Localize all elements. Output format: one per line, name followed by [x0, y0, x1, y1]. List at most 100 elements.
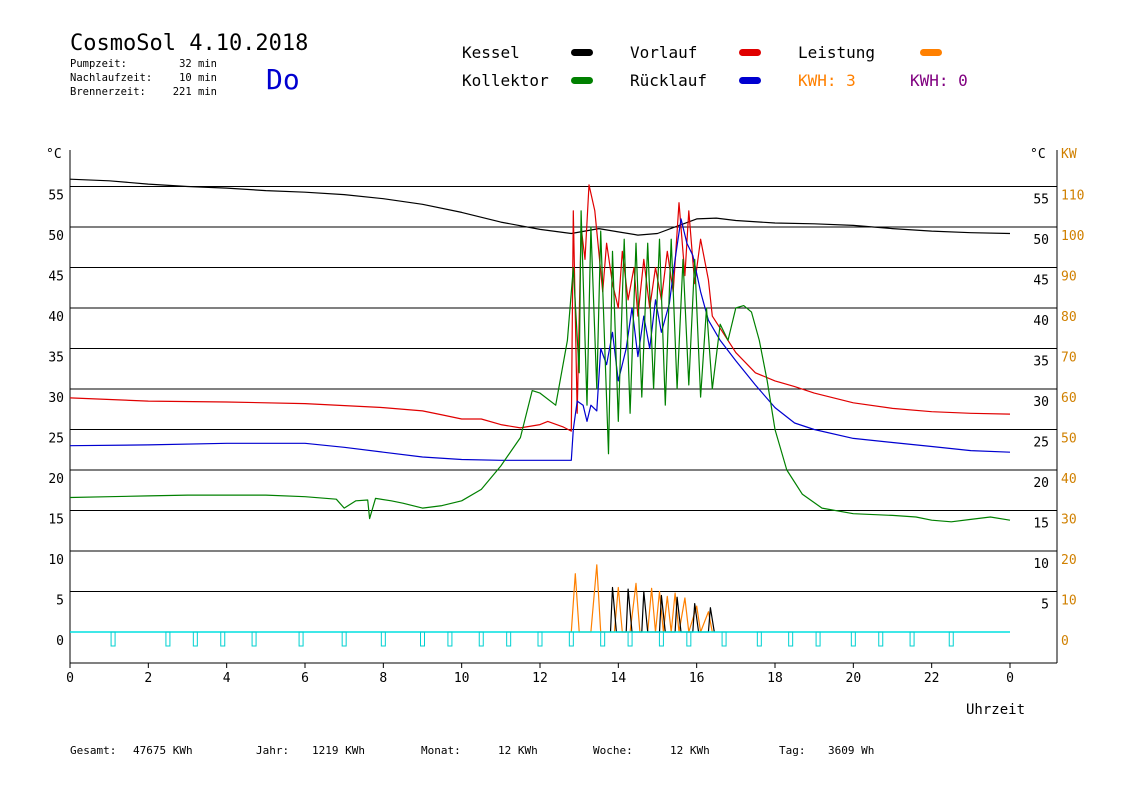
axis-unit-left: °C	[46, 147, 62, 162]
x-tick-label: 10	[454, 671, 470, 686]
x-tick-label: 0	[66, 671, 74, 686]
y-tick-label-right-temp: 55	[1033, 193, 1049, 208]
series-line-rcklauf	[69, 218, 1011, 461]
y-tick-label-right-temp: 30	[1033, 395, 1049, 410]
pump-marker	[788, 631, 794, 647]
total-tag-value: 3609 Wh	[828, 744, 874, 757]
legend-kwh-purple: KWH: 0	[910, 71, 968, 90]
series-line-vorlauf	[69, 184, 1011, 432]
pump-marker	[568, 631, 574, 647]
pump-marker	[420, 631, 425, 647]
series-line-kessel	[69, 178, 1011, 236]
total-monat-label: Monat:	[421, 744, 461, 757]
y-tick-label-left: 35	[48, 351, 64, 366]
pump-marker	[878, 631, 884, 647]
y-tick-label-right-temp: 15	[1033, 517, 1049, 532]
pump-marker	[686, 631, 692, 647]
stat-value-nachlaufzeit: 10 min	[179, 72, 217, 84]
total-monat-value: 12 KWh	[498, 744, 538, 757]
legend-label-leistung: Leistung	[798, 43, 875, 62]
legend-label-kessel: Kessel	[462, 43, 520, 62]
series-line-kollektor	[69, 210, 1011, 523]
total-tag-label: Tag:	[779, 744, 806, 757]
y-tick-label-right-temp: 5	[1041, 598, 1049, 613]
legend-swatch-ruecklauf	[739, 77, 761, 84]
y-tick-label-right-temp: 20	[1033, 476, 1049, 491]
y-tick-label-right-power: 50	[1061, 432, 1077, 447]
x-tick-label: 16	[689, 671, 705, 686]
pump-marker	[220, 631, 226, 647]
y-tick-label-left: 5	[56, 594, 64, 609]
y-tick-label-left: 55	[48, 189, 64, 204]
y-tick-label-right-power: 10	[1061, 594, 1077, 609]
legend-swatch-leistung	[920, 49, 942, 56]
y-tick-label-left: 15	[48, 513, 64, 528]
pump-marker	[506, 631, 512, 647]
x-tick-label: 14	[611, 671, 627, 686]
pump-marker	[192, 631, 198, 647]
legend-label-ruecklauf: Rücklauf	[630, 71, 707, 90]
y-tick-label-right-power: 100	[1061, 229, 1084, 244]
y-tick-label-right-power: 70	[1061, 351, 1077, 366]
legend-swatch-vorlauf	[739, 49, 761, 56]
series-lines	[69, 178, 1011, 633]
total-jahr-value: 1219 KWh	[312, 744, 365, 757]
pump-marker	[948, 631, 954, 647]
stat-value-brennerzeit: 221 min	[173, 86, 217, 98]
pump-marker	[909, 631, 915, 647]
legend-kwh-orange: KWH: 3	[798, 71, 856, 90]
weekday-label: Do	[266, 63, 300, 96]
y-tick-label-left: 25	[48, 432, 64, 447]
y-tick-label-left: 40	[48, 310, 64, 325]
pump-marker	[298, 631, 304, 647]
pump-marker	[537, 631, 543, 647]
legend: Kessel Vorlauf Leistung Kollektor Rückla…	[462, 43, 968, 90]
pump-marker	[627, 631, 633, 647]
y-tick-label-right-temp: 10	[1033, 557, 1049, 572]
pump-marker	[341, 631, 347, 647]
y-tick-label-left: 30	[48, 391, 64, 406]
legend-label-kollektor: Kollektor	[462, 71, 549, 90]
y-tick-label-left: 45	[48, 270, 64, 285]
pump-marker	[721, 631, 727, 647]
pump-marker	[850, 631, 856, 647]
x-tick-label: 20	[846, 671, 862, 686]
y-tick-label-right-temp: 25	[1033, 436, 1049, 451]
stat-label-nachlaufzeit: Nachlaufzeit:	[70, 72, 152, 84]
pump-marker	[380, 631, 386, 647]
y-tick-label-left: 50	[48, 229, 64, 244]
x-tick-label: 0	[1006, 671, 1014, 686]
pump-marker	[658, 631, 664, 647]
y-tick-label-right-power: 20	[1061, 553, 1077, 568]
x-tick-label: 18	[767, 671, 783, 686]
legend-swatch-kessel	[571, 49, 593, 56]
total-woche-value: 12 KWh	[670, 744, 710, 757]
grid	[70, 186, 1057, 592]
stat-value-pumpzeit: 32 min	[179, 58, 217, 70]
pump-marker	[251, 631, 257, 647]
x-axis: 0 2 4 6 8 10 12 14 16 18 20 22 0	[66, 663, 1014, 686]
y-tick-label-right-power: 80	[1061, 310, 1077, 325]
y-tick-label-right-temp: 45	[1033, 274, 1049, 289]
y-axis-right-temp: 55 50 45 40 35 30 25 20 15 10 5	[1033, 193, 1049, 613]
pump-marker	[756, 631, 762, 647]
total-woche-label: Woche:	[593, 744, 633, 757]
legend-swatch-kollektor	[571, 77, 593, 84]
y-tick-label-right-temp: 35	[1033, 355, 1049, 370]
y-tick-label-right-power: 0	[1061, 634, 1069, 649]
header: CosmoSol 4.10.2018 Pumpzeit: 32 min Nach…	[70, 31, 308, 98]
pump-markers	[70, 631, 1010, 647]
series-line-leistung	[570, 564, 713, 633]
pump-marker	[165, 631, 171, 647]
x-tick-label: 12	[532, 671, 548, 686]
x-tick-label: 6	[301, 671, 309, 686]
page-title: CosmoSol 4.10.2018	[70, 31, 308, 56]
legend-label-vorlauf: Vorlauf	[630, 43, 697, 62]
pump-marker	[815, 631, 821, 647]
total-gesamt-value: 47675 KWh	[133, 744, 193, 757]
axis-unit-right-power: KW	[1061, 147, 1077, 162]
y-tick-label-right-power: 30	[1061, 513, 1077, 528]
y-tick-label-right-temp: 50	[1033, 233, 1049, 248]
